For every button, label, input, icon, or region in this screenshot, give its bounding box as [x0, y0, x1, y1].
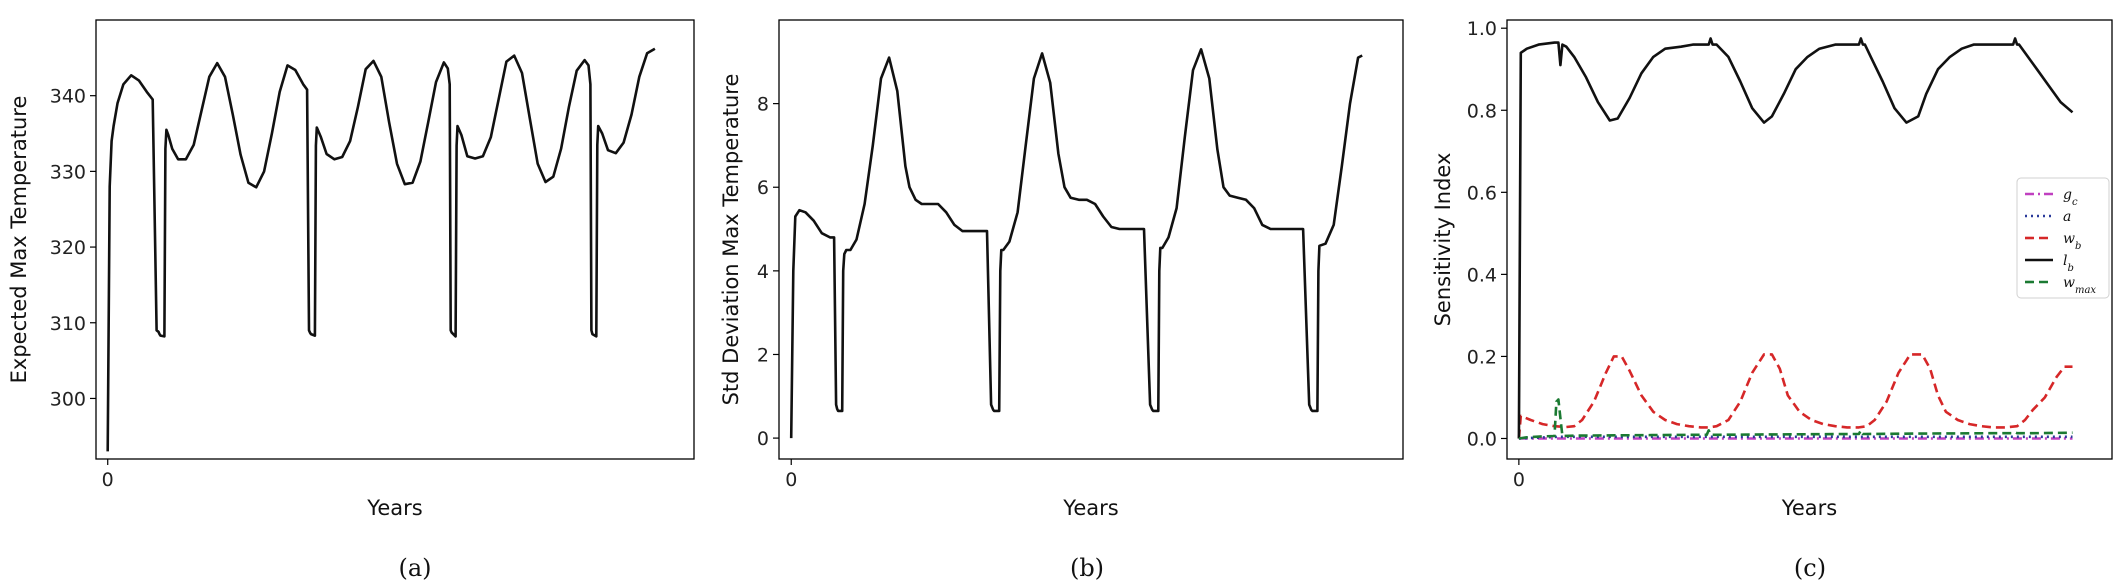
series-group — [1517, 37, 2074, 440]
legend-label: lb — [2063, 253, 2074, 274]
y-tick-label: 0.4 — [1467, 264, 1497, 286]
y-tick-label: 0.8 — [1467, 100, 1497, 122]
y-tick-label: 0.0 — [1467, 428, 1497, 450]
series-group — [789, 47, 1363, 439]
chart-panel-c: 0.0 0.2 0.4 0.6 0.8 1.0 0 Years Sensitivity Inde… — [1431, 18, 2113, 582]
y-tick-label: 2 — [757, 344, 769, 366]
x-tick-label: 0 — [1513, 469, 1525, 491]
y-axis-label: Sensitivity Index — [1431, 153, 1455, 327]
y-tick-label: 4 — [757, 261, 769, 283]
panel-caption: (b) — [1070, 554, 1104, 582]
chart-panel-b: 0 2 4 6 8 0 Years Std Deviation Max Temperature… — [719, 19, 1404, 582]
plot-frame — [778, 19, 1404, 460]
plot-frame — [1506, 19, 2113, 460]
plot-frame — [95, 19, 695, 460]
x-tick-label: 0 — [785, 469, 797, 491]
series-line-l_b — [1517, 37, 2074, 439]
panel-caption: (c) — [1794, 554, 1826, 582]
y-axis-label: Std Deviation Max Temperature — [719, 74, 743, 406]
y-axis-label: Expected Max Temperature — [7, 96, 31, 384]
x-axis-label: Years — [1781, 496, 1837, 520]
x-tick-label: 0 — [102, 469, 114, 491]
legend-label: wb — [2063, 231, 2081, 252]
legend-label: wmax — [2063, 275, 2096, 296]
y-tick-label: 6 — [757, 177, 769, 199]
legend-label: a — [2063, 209, 2071, 225]
y-tick-label: 340 — [50, 86, 86, 108]
y-tick-label: 0.6 — [1467, 182, 1497, 204]
series-group — [106, 47, 656, 452]
x-axis-label: Years — [366, 496, 422, 520]
y-tick-label: 320 — [50, 237, 86, 259]
series-line-w_b — [1517, 353, 2073, 439]
x-axis-label: Years — [1062, 496, 1118, 520]
y-tick-label: 330 — [50, 161, 86, 183]
y-tick-label: 8 — [757, 94, 769, 116]
y-tick-label: 1.0 — [1467, 18, 1497, 40]
y-tick-label: 300 — [50, 388, 86, 410]
series-line-w_max — [1518, 398, 2073, 440]
chart-panel-a: 300 310 320 330 340 0 Years Expected Max Temper… — [7, 19, 695, 582]
legend-box — [2016, 177, 2110, 299]
series-line-a — [1518, 435, 2073, 440]
series-line-main — [789, 47, 1363, 439]
series-line-main — [106, 47, 656, 452]
y-tick-label: 0.2 — [1467, 346, 1497, 368]
legend-label: gc — [2063, 187, 2078, 208]
y-tick-label: 310 — [50, 313, 86, 335]
panel-caption: (a) — [398, 554, 431, 582]
y-tick-label: 0 — [757, 428, 769, 450]
